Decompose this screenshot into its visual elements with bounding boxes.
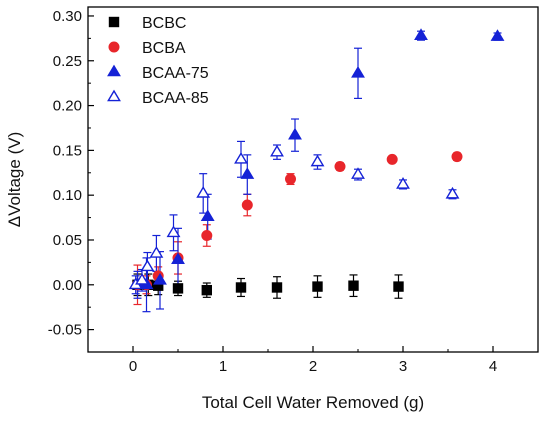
point-bcbc [271,282,283,293]
x-tick-label: 0 [129,358,137,375]
point-bcba [285,173,297,185]
point-bcaa-85 [149,246,164,258]
y-tick-label: 0.20 [53,98,82,115]
y-tick-label: 0.10 [53,187,82,204]
point-bcbc [312,281,323,292]
legend-label-bcbc: BCBC [142,15,186,32]
y-tick-label: 0.15 [53,142,82,159]
point-bcaa-85 [270,144,284,157]
point-bcba [201,230,213,242]
tick-labels: 0 1 2 3 4 -0.05 0.00 0.05 0.10 0.15 0.20 0.25 0.30 [48,8,497,375]
x-axis-title: Total Cell Water Removed (g) [202,393,424,412]
y-tick-label: 0.30 [53,8,82,25]
x-tick-label: 3 [399,358,407,375]
legend-label-bcaa-85: BCAA-85 [142,90,209,107]
legend-label-bcba: BCBA [142,40,186,57]
legend-label-bcaa-75: BCAA-75 [142,65,209,82]
point-bcaa-85 [140,259,155,272]
data-points [128,28,505,296]
point-bcba [386,153,398,165]
point-bcba [451,151,463,163]
legend-marker-bcaa-75 [107,64,121,77]
legend: BCBC BCBA BCAA-75 BCAA-85 [107,15,209,107]
point-bcaa-75 [490,29,505,41]
plot-border [87,6,539,353]
point-bcaa-75 [414,28,428,40]
legend-marker-bcbc [108,16,120,28]
legend-marker-bcaa-85 [107,89,121,102]
point-bcaa-85 [166,225,181,238]
point-bcaa-75 [240,167,255,179]
axis-ticks [88,15,494,352]
point-bcaa-85 [310,154,325,167]
point-bcbc [201,284,213,296]
y-tick-label: -0.05 [48,322,82,339]
legend-marker-bcba [108,41,120,53]
y-axis-title: ΔVoltage (V) [5,132,24,227]
y-tick-label: 0.00 [53,277,82,294]
point-bcaa-85 [445,186,460,199]
y-tick-label: 0.05 [53,232,82,249]
point-bcaa-75 [153,272,167,285]
point-bcbc [348,280,359,291]
x-tick-label: 1 [219,358,227,375]
point-bcaa-85 [135,272,149,285]
point-bcbc [393,281,404,292]
point-bcaa-85 [351,167,365,179]
point-bcba [241,199,253,211]
point-bcaa-75 [200,209,215,221]
point-bcaa-85 [234,151,248,164]
point-bcba [334,161,346,173]
point-bcaa-85 [396,177,410,189]
point-bcbc [235,282,247,293]
point-bcaa-75 [288,127,302,140]
x-tick-label: 4 [489,358,497,375]
y-tick-label: 0.25 [53,53,82,70]
point-bcaa-85 [196,186,211,198]
x-tick-label: 2 [309,358,317,375]
point-bcaa-75 [351,65,365,78]
point-bcbc [172,283,184,294]
plot-frame [87,6,539,353]
point-bcaa-75 [171,252,185,265]
